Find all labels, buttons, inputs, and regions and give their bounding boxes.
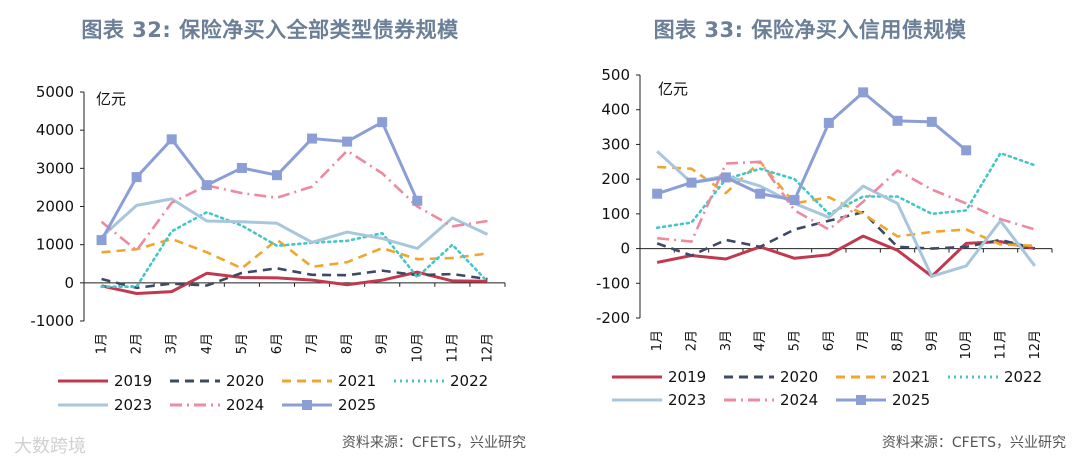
y-tick-label: 0 (64, 274, 74, 292)
legend-label-2019: 2019 (114, 372, 152, 390)
marker-2025 (720, 172, 731, 183)
legend-label-2020: 2020 (780, 368, 818, 386)
y-tick-label: 100 (601, 205, 630, 223)
series-line-2022 (655, 151, 1037, 230)
y-tick-label: 500 (601, 66, 630, 84)
legend-label-2022: 2022 (450, 372, 488, 390)
legend-label-2023: 2023 (114, 396, 152, 414)
x-tick-label: 8月 (340, 333, 355, 354)
series-line-2021 (657, 160, 1035, 248)
marker-2025 (271, 170, 282, 181)
watermark: 大数跨境 (14, 436, 86, 457)
x-tick-label: 11月 (445, 333, 460, 363)
series-line-2022 (100, 210, 489, 288)
x-tick-label: 2月 (685, 330, 700, 351)
x-tick-label: 11月 (994, 330, 1009, 360)
x-tick-label: 12月 (1028, 330, 1043, 360)
chart-svg-33: -200 -100 0 100 200 300 400 500 1月 2月 3月 4月 5月 6月 7月 8月… (596, 66, 1053, 409)
legend-marker-2025 (302, 400, 312, 410)
x-tick-label: 9月 (375, 333, 390, 354)
series-line-2019 (656, 234, 1036, 278)
y-tick-label: 1000 (36, 236, 74, 254)
x-tick-label: 6月 (270, 333, 285, 354)
legend-label-2021: 2021 (892, 368, 930, 386)
legend-label-2022: 2022 (1004, 368, 1042, 386)
x-tick-label: 8月 (891, 330, 906, 351)
x-tick-label: 1月 (650, 330, 665, 351)
y-tick-label: -200 (596, 309, 630, 327)
chart-panel-32: 图表 32: 保险净买入全部类型债券规模 -1000 0 1000 2000 3000 4… (14, 18, 526, 457)
x-tick-label: 3月 (165, 333, 180, 354)
x-tick-label: 2月 (130, 333, 145, 354)
source-note: 资料来源：CFETS，兴业研究 (881, 435, 1066, 451)
unit-label: 亿元 (658, 80, 688, 98)
marker-2025 (342, 136, 353, 147)
marker-2025 (166, 134, 177, 145)
x-tick-label: 5月 (788, 330, 803, 351)
marker-2025 (131, 172, 142, 183)
series-line-2024 (657, 160, 1036, 243)
chart-title: 图表 33: 保险净买入信用债规模 (653, 18, 967, 42)
y-tick-label: -100 (596, 274, 630, 292)
series-line-2025 (100, 120, 419, 241)
source-note: 资料来源：CFETS，兴业研究 (341, 435, 526, 451)
marker-2025 (686, 177, 697, 188)
legend-label-2024: 2024 (226, 396, 264, 414)
x-tick-label: 3月 (719, 330, 734, 351)
marker-2025 (755, 188, 766, 199)
x-tick-label: 10月 (410, 333, 425, 363)
marker-2025 (236, 162, 247, 173)
legend-label-2025: 2025 (892, 391, 930, 409)
series-line-2025 (656, 90, 968, 202)
series-line-2019 (101, 270, 488, 296)
series-line-2023 (100, 197, 489, 250)
x-tick-label: 5月 (235, 333, 250, 354)
marker-2025 (307, 133, 318, 144)
marker-2025 (961, 145, 972, 156)
marker-2025 (377, 117, 388, 128)
x-tick-label: 10月 (959, 330, 974, 360)
marker-2025 (96, 235, 107, 246)
y-tick-label: -1000 (30, 312, 74, 330)
series-line-2020 (101, 267, 488, 290)
y-tick-label: 0 (620, 240, 630, 258)
chart-svg-32: -1000 0 1000 2000 3000 4000 5000 1月 2月 3月 4月 5月 6月 7月… (30, 83, 506, 414)
marker-2025 (652, 188, 663, 199)
marker-2025 (823, 117, 834, 128)
x-tick-label: 7月 (856, 330, 871, 351)
marker-2025 (926, 116, 937, 127)
y-tick-label: 5000 (36, 83, 74, 101)
legend-label-2020: 2020 (226, 372, 264, 390)
y-tick-label: 200 (601, 170, 630, 188)
x-tick-label: 1月 (95, 333, 110, 354)
marker-2025 (892, 115, 903, 126)
legend-label-2025: 2025 (338, 396, 376, 414)
x-tick-label: 4月 (200, 333, 215, 354)
y-tick-label: 2000 (36, 198, 74, 216)
chart-panel-33: 图表 33: 保险净买入信用债规模 -200 -100 0 100 200 300 400 5… (540, 0, 1080, 466)
x-tick-label: 4月 (753, 330, 768, 351)
legend-marker-2025 (856, 395, 866, 405)
marker-2025 (789, 194, 800, 205)
y-tick-label: 300 (601, 135, 630, 153)
x-tick-label: 12月 (480, 333, 495, 363)
legend-label-2023: 2023 (668, 391, 706, 409)
y-tick-label: 4000 (36, 121, 74, 139)
legend-label-2024: 2024 (780, 391, 818, 409)
y-tick-label: 3000 (36, 159, 74, 177)
unit-label: 亿元 (96, 90, 126, 108)
series-line-2024 (100, 149, 488, 252)
y-tick-label: 400 (601, 101, 630, 119)
marker-2025 (412, 195, 423, 206)
x-tick-label: 9月 (925, 330, 940, 351)
marker-2025 (858, 87, 869, 98)
legend-label-2021: 2021 (338, 372, 376, 390)
chart-title: 图表 32: 保险净买入全部类型债券规模 (81, 18, 459, 42)
marker-2025 (201, 180, 212, 191)
legend-label-2019: 2019 (668, 368, 706, 386)
x-tick-label: 7月 (305, 333, 320, 354)
x-tick-label: 6月 (822, 330, 837, 351)
